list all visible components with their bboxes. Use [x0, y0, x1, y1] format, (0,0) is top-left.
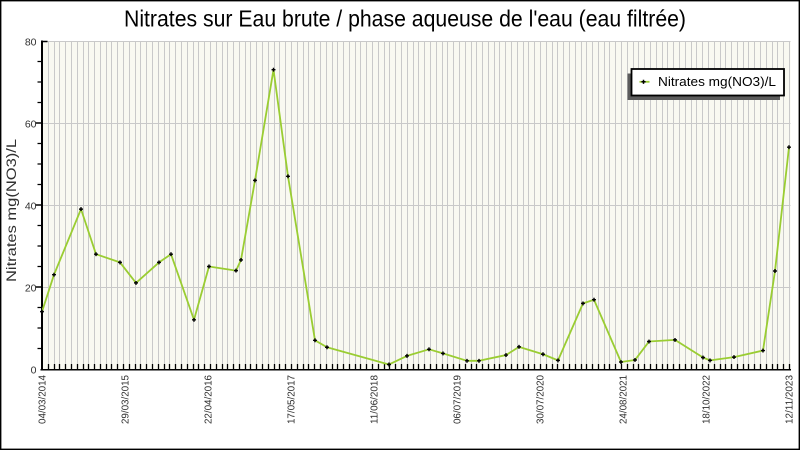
- svg-text:06/07/2019: 06/07/2019: [452, 375, 463, 424]
- svg-text:0: 0: [31, 365, 37, 377]
- svg-text:11/06/2018: 11/06/2018: [369, 375, 380, 424]
- svg-text:Nitrates mg(NO3)/L: Nitrates mg(NO3)/L: [4, 138, 19, 282]
- svg-text:18/10/2022: 18/10/2022: [701, 375, 712, 424]
- svg-text:12/11/2023: 12/11/2023: [784, 375, 795, 424]
- svg-text:20: 20: [25, 283, 37, 295]
- svg-text:Nitrates mg(NO3)/L: Nitrates mg(NO3)/L: [658, 74, 776, 89]
- svg-text:40: 40: [25, 201, 37, 213]
- svg-text:60: 60: [25, 119, 37, 131]
- svg-text:80: 80: [25, 37, 37, 49]
- svg-text:29/03/2015: 29/03/2015: [120, 375, 131, 424]
- svg-text:04/03/2014: 04/03/2014: [37, 375, 48, 424]
- svg-text:24/08/2021: 24/08/2021: [618, 375, 629, 424]
- svg-text:30/07/2020: 30/07/2020: [535, 375, 546, 424]
- svg-text:22/04/2016: 22/04/2016: [203, 375, 214, 424]
- svg-text:Nitrates sur Eau brute / phase: Nitrates sur Eau brute / phase aqueuse d…: [124, 5, 686, 31]
- svg-text:17/05/2017: 17/05/2017: [286, 375, 297, 424]
